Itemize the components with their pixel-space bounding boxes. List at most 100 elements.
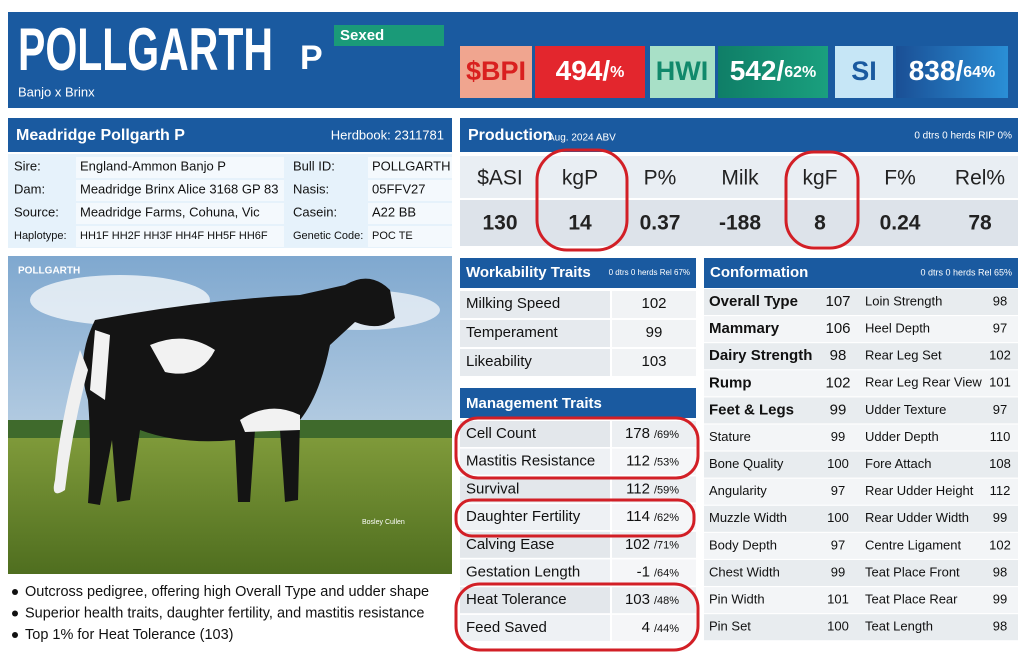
index-value: 494/%: [556, 55, 625, 86]
info-text: Genetic Code:: [293, 230, 363, 242]
trait-value: 97: [993, 321, 1007, 336]
trait-value: 99: [993, 592, 1007, 607]
production-date: Aug. 2024 ABV: [548, 133, 616, 144]
bullet-text: Superior health traits, daughter fertili…: [25, 605, 424, 621]
row-bg: [612, 448, 696, 475]
production-bar: [460, 118, 1018, 152]
production-header: $ASI: [477, 167, 523, 190]
trait-name: Daughter Fertility: [466, 508, 581, 525]
trait-name: Pin Set: [709, 619, 751, 634]
herdbook: Herdbook: 2311781: [331, 127, 444, 142]
row-bg: [704, 343, 1018, 370]
trait-value: 101: [827, 592, 849, 607]
trait-rel: /71%: [654, 540, 679, 552]
row-bg: [704, 370, 1018, 397]
info-text: Source:: [14, 204, 59, 219]
info-cell: [368, 226, 452, 247]
trait-name: Dairy Strength: [709, 347, 812, 364]
trait-name: Body Depth: [709, 537, 777, 552]
trait-name: Chest Width: [709, 564, 780, 579]
trait-rel: /44%: [654, 623, 679, 635]
trait-name: Rear Leg Rear View: [865, 375, 982, 390]
production-value-row: [460, 200, 1018, 246]
photo-label: POLLGARTH: [18, 266, 80, 277]
row-bg: [612, 349, 696, 376]
info-text: POC TE: [372, 230, 413, 242]
trait-name: Udder Depth: [865, 429, 939, 444]
bullet-dot: [12, 589, 18, 595]
info-text: Meadridge Brinx Alice 3168 GP 83: [80, 181, 279, 196]
trait-name: Heat Tolerance: [466, 591, 567, 608]
index-label-bg: [650, 46, 715, 98]
info-cell: [76, 203, 284, 224]
trait-rel: /59%: [654, 484, 679, 496]
trait-name: Milking Speed: [466, 295, 560, 312]
info-text: POLLGARTH: [372, 158, 451, 173]
info-cell: [76, 226, 284, 247]
info-text: HH1F HH2F HH3F HH4F HH5F HH6F: [80, 230, 268, 242]
trait-rel: /53%: [654, 457, 679, 469]
trait-name: Rear Udder Width: [865, 510, 969, 525]
production-value: 130: [482, 212, 517, 235]
trait-value: 112: [990, 483, 1011, 498]
trait-value: 99: [831, 429, 845, 444]
info-text: England-Ammon Banjo P: [80, 158, 226, 173]
bullet-text: Top 1% for Heat Tolerance (103): [25, 627, 234, 643]
trait-value: 102: [641, 295, 666, 312]
info-text: Sire:: [14, 158, 41, 173]
trait-value: 102: [989, 537, 1011, 552]
trait-name: Heel Depth: [865, 321, 930, 336]
trait-value: 99: [831, 564, 845, 579]
trait-value: 97: [831, 537, 845, 552]
trait-value: -1: [637, 563, 650, 580]
index-main: 838/: [909, 55, 964, 86]
trait-value: 98: [993, 619, 1007, 634]
trait-name: Temperament: [466, 324, 559, 341]
index-value: 542/62%: [730, 55, 817, 86]
trait-value: 112: [626, 480, 650, 497]
row-bg: [704, 289, 1018, 315]
trait-name: Pin Width: [709, 592, 765, 607]
info-text: Dam:: [14, 181, 45, 196]
trait-name: Feed Saved: [466, 619, 547, 636]
row-bg: [612, 614, 696, 641]
content: $BPI 494/% HWI 542/62% SI 838/64% Sire: England…: [12, 55, 1018, 643]
row-bg: [460, 448, 610, 475]
row-bg: [704, 451, 1018, 478]
index-value-bg: [535, 46, 645, 98]
conformation-note: 0 dtrs 0 herds Rel 65%: [920, 267, 1012, 277]
trait-value: 114: [626, 508, 650, 525]
trait-name: Mammary: [709, 320, 780, 337]
row-bg: [460, 614, 610, 641]
trait-name: Loin Strength: [865, 293, 942, 308]
trait-value: 97: [993, 402, 1007, 417]
badge: Sexed: [340, 27, 384, 44]
info-text: Haplotype:: [14, 230, 67, 242]
row-bg: [704, 532, 1018, 559]
index-label: $BPI: [466, 56, 526, 86]
trait-rel: /62%: [654, 512, 679, 524]
index-label-bg: [460, 46, 532, 98]
trait-value: 4: [642, 619, 650, 636]
trait-name: Rear Udder Height: [865, 483, 974, 498]
bullet-text: Outcross pedigree, offering high Overall…: [25, 584, 429, 600]
trait-value: 103: [625, 591, 650, 608]
production-header: P%: [644, 167, 677, 190]
trait-name: Likeability: [466, 353, 532, 370]
trait-name: Cell Count: [466, 425, 537, 442]
trait-value: 98: [993, 293, 1007, 308]
trait-value: 98: [830, 347, 847, 364]
index-main: 494/: [556, 55, 611, 86]
trait-value: 112: [626, 453, 650, 470]
trait-value: 103: [641, 353, 666, 370]
trait-value: 100: [827, 456, 849, 471]
info-bar: [8, 118, 452, 152]
row-bg: [612, 476, 696, 503]
trait-name: Teat Place Front: [865, 564, 960, 579]
info-text: 05FFV27: [372, 181, 425, 196]
trait-name: Teat Length: [865, 619, 933, 634]
workability-title: Workability Traits: [466, 264, 591, 281]
photo: [8, 256, 452, 574]
trait-value: 102: [625, 536, 650, 553]
